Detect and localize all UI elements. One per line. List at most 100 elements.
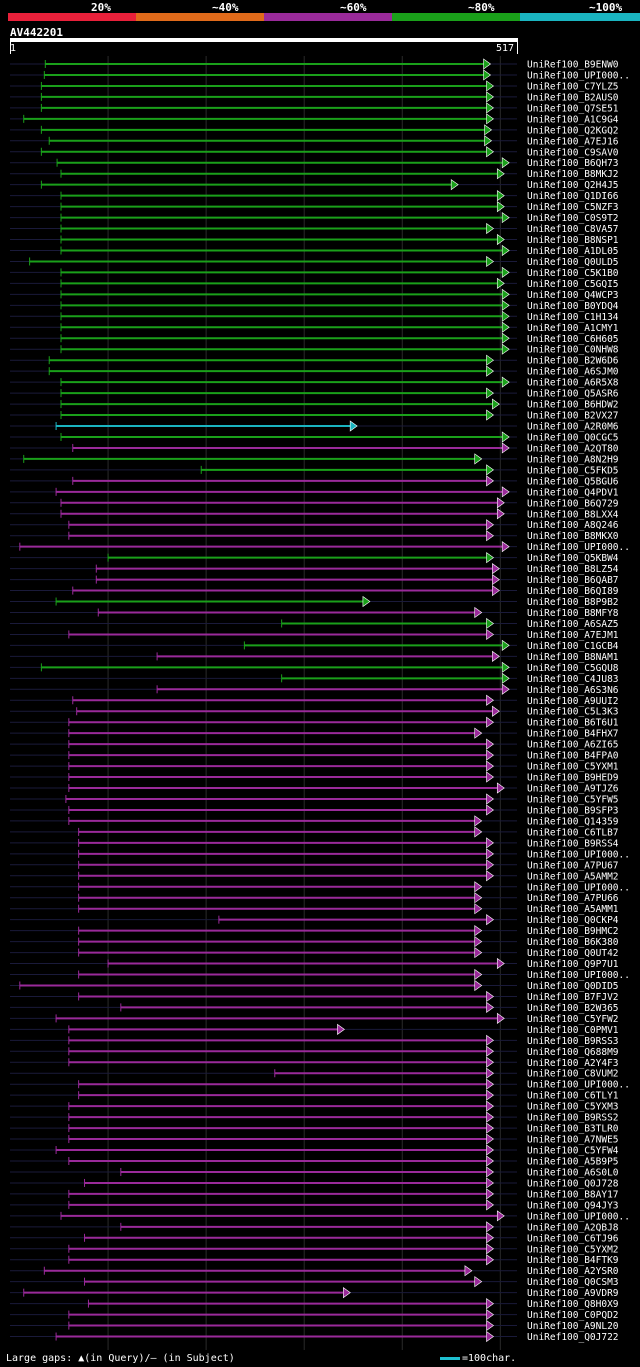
hit-label[interactable]: UniRef100_A9VDR9 — [527, 1288, 619, 1299]
hit-label[interactable]: UniRef100_A9TJZ6 — [527, 784, 619, 795]
hit-label[interactable]: UniRef100_C1H134 — [527, 312, 619, 323]
hit-label[interactable]: UniRef100_C5YXM2 — [527, 1244, 619, 1255]
hit-label[interactable]: UniRef100_B6QAB7 — [527, 575, 619, 586]
hit-label[interactable]: UniRef100_UPI000.. — [527, 542, 630, 553]
hit-label[interactable]: UniRef100_A9UUI2 — [527, 696, 619, 707]
hit-label[interactable]: UniRef100_B2W6D6 — [527, 356, 619, 367]
hit-label[interactable]: UniRef100_A2QBJ8 — [527, 1222, 619, 1233]
hit-label[interactable]: UniRef100_B8NSP1 — [527, 235, 619, 246]
hit-label[interactable]: UniRef100_A7PU67 — [527, 860, 619, 871]
hit-label[interactable]: UniRef100_A1CMY1 — [527, 323, 619, 334]
hit-label[interactable]: UniRef100_UPI000.. — [527, 70, 630, 81]
hit-label[interactable]: UniRef100_C6TJ96 — [527, 1233, 619, 1244]
hit-label[interactable]: UniRef100_Q7SE51 — [527, 103, 619, 114]
hit-label[interactable]: UniRef100_C0NHW8 — [527, 345, 619, 356]
hit-label[interactable]: UniRef100_A5AMM2 — [527, 871, 619, 882]
hit-label[interactable]: UniRef100_C5YXM3 — [527, 1102, 619, 1113]
hit-label[interactable]: UniRef100_A7EJ16 — [527, 136, 619, 147]
hit-label[interactable]: UniRef100_B6QH73 — [527, 158, 619, 169]
hit-label[interactable]: UniRef100_C5GQI5 — [527, 279, 619, 290]
hit-label[interactable]: UniRef100_Q5KBW4 — [527, 553, 619, 564]
hit-label[interactable]: UniRef100_B0YDQ4 — [527, 301, 619, 312]
hit-label[interactable]: UniRef100_B9RSS2 — [527, 1113, 619, 1124]
hit-label[interactable]: UniRef100_B4FPA0 — [527, 751, 619, 762]
hit-label[interactable]: UniRef100_B3TLR0 — [527, 1124, 619, 1135]
hit-label[interactable]: UniRef100_C9SAV0 — [527, 147, 619, 158]
hit-label[interactable]: UniRef100_Q0J728 — [527, 1178, 619, 1189]
hit-label[interactable]: UniRef100_Q4WCP3 — [527, 290, 619, 301]
hit-label[interactable]: UniRef100_C5YFW5 — [527, 794, 619, 805]
hit-label[interactable]: UniRef100_C0PQD2 — [527, 1310, 619, 1321]
hit-label[interactable]: UniRef100_B8P9B2 — [527, 597, 619, 608]
hit-label[interactable]: UniRef100_C5K1B0 — [527, 268, 619, 279]
hit-label[interactable]: UniRef100_C0PMV1 — [527, 1025, 619, 1036]
hit-label[interactable]: UniRef100_B6HDW2 — [527, 400, 619, 411]
hit-label[interactable]: UniRef100_Q8H0X9 — [527, 1299, 619, 1310]
hit-label[interactable]: UniRef100_Q0UT42 — [527, 948, 619, 959]
hit-label[interactable]: UniRef100_B6QI89 — [527, 586, 619, 597]
hit-label[interactable]: UniRef100_A2Y4F3 — [527, 1058, 619, 1069]
hit-label[interactable]: UniRef100_A6SJM0 — [527, 367, 619, 378]
hit-label[interactable]: UniRef100_Q0CKP4 — [527, 915, 619, 926]
hit-label[interactable]: UniRef100_Q2KGQ2 — [527, 125, 619, 136]
hit-label[interactable]: UniRef100_UPI000.. — [527, 1080, 630, 1091]
hit-label[interactable]: UniRef100_C8VUM2 — [527, 1069, 619, 1080]
hit-label[interactable]: UniRef100_B9ENW0 — [527, 60, 619, 71]
hit-label[interactable]: UniRef100_Q0J722 — [527, 1332, 619, 1343]
hit-label[interactable]: UniRef100_B8AY17 — [527, 1189, 619, 1200]
hit-label[interactable]: UniRef100_B2VX27 — [527, 411, 619, 422]
hit-label[interactable]: UniRef100_C7YLZ5 — [527, 81, 619, 92]
hit-label[interactable]: UniRef100_B4FHX7 — [527, 729, 619, 740]
hit-label[interactable]: UniRef100_C8VA57 — [527, 224, 619, 235]
hit-label[interactable]: UniRef100_Q0CSM3 — [527, 1277, 619, 1288]
hit-label[interactable]: UniRef100_B6Q729 — [527, 498, 619, 509]
hit-label[interactable]: UniRef100_Q94JY3 — [527, 1200, 619, 1211]
hit-label[interactable]: UniRef100_B2W365 — [527, 1003, 619, 1014]
hit-label[interactable]: UniRef100_UPI000.. — [527, 970, 630, 981]
hit-label[interactable]: UniRef100_A5B9P5 — [527, 1157, 619, 1168]
hit-label[interactable]: UniRef100_A7NWE5 — [527, 1135, 619, 1146]
hit-label[interactable]: UniRef100_A6S0L0 — [527, 1167, 619, 1178]
hit-label[interactable]: UniRef100_A8N2H9 — [527, 454, 619, 465]
hit-label[interactable]: UniRef100_C6TLB7 — [527, 827, 619, 838]
hit-label[interactable]: UniRef100_A8Q246 — [527, 520, 619, 531]
hit-label[interactable]: UniRef100_C6TLY1 — [527, 1091, 619, 1102]
hit-label[interactable]: UniRef100_Q0DID5 — [527, 981, 619, 992]
hit-label[interactable]: UniRef100_Q9P7U1 — [527, 959, 619, 970]
hit-label[interactable]: UniRef100_C5YFW2 — [527, 1014, 619, 1025]
hit-label[interactable]: UniRef100_Q5ASR6 — [527, 389, 619, 400]
hit-label[interactable]: UniRef100_Q1DI66 — [527, 191, 619, 202]
hit-label[interactable]: UniRef100_C5NZF3 — [527, 202, 619, 213]
hit-label[interactable]: UniRef100_B8MKX0 — [527, 531, 619, 542]
hit-label[interactable]: UniRef100_A6R5X8 — [527, 378, 619, 389]
hit-label[interactable]: UniRef100_B9HED9 — [527, 773, 619, 784]
hit-label[interactable]: UniRef100_UPI000.. — [527, 882, 630, 893]
hit-label[interactable]: UniRef100_C5FKD5 — [527, 465, 619, 476]
hit-label[interactable]: UniRef100_C5YXM1 — [527, 762, 619, 773]
hit-label[interactable]: UniRef100_Q14359 — [527, 816, 619, 827]
hit-label[interactable]: UniRef100_C5YFW4 — [527, 1146, 619, 1157]
hit-label[interactable]: UniRef100_Q4PDV1 — [527, 487, 619, 498]
hit-label[interactable]: UniRef100_B9RSS3 — [527, 1036, 619, 1047]
hit-label[interactable]: UniRef100_Q2H4J5 — [527, 180, 619, 191]
hit-label[interactable]: UniRef100_A5AMM1 — [527, 904, 619, 915]
hit-label[interactable]: UniRef100_B8LZ54 — [527, 564, 619, 575]
hit-label[interactable]: UniRef100_C0S9T2 — [527, 213, 619, 224]
hit-label[interactable]: UniRef100_A2R0M6 — [527, 422, 619, 433]
hit-label[interactable]: UniRef100_A2YSR0 — [527, 1266, 619, 1277]
hit-label[interactable]: UniRef100_B2AUS0 — [527, 92, 619, 103]
hit-label[interactable]: UniRef100_B9SFP3 — [527, 805, 619, 816]
hit-label[interactable]: UniRef100_A6ZI65 — [527, 740, 619, 751]
hit-label[interactable]: UniRef100_B8LXX4 — [527, 509, 619, 520]
hit-label[interactable]: UniRef100_B9RSS4 — [527, 838, 619, 849]
hit-label[interactable]: UniRef100_Q688M9 — [527, 1047, 619, 1058]
hit-label[interactable]: UniRef100_B8MKJ2 — [527, 169, 619, 180]
hit-label[interactable]: UniRef100_C5GQU8 — [527, 663, 619, 674]
hit-label[interactable]: UniRef100_C1GCB4 — [527, 641, 619, 652]
hit-label[interactable]: UniRef100_A9NL20 — [527, 1321, 619, 1332]
hit-label[interactable]: UniRef100_B7FJV2 — [527, 992, 619, 1003]
hit-label[interactable]: UniRef100_B9HMC2 — [527, 926, 619, 937]
hit-label[interactable]: UniRef100_B6K380 — [527, 937, 619, 948]
hit-label[interactable]: UniRef100_A6SAZ5 — [527, 619, 619, 630]
hit-label[interactable]: UniRef100_C6H605 — [527, 334, 619, 345]
